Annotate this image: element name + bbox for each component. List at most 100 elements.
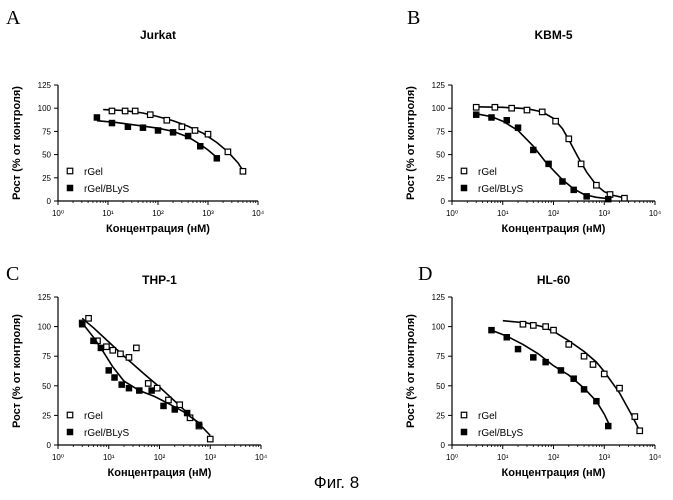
- data-point: [593, 397, 600, 405]
- data-point: [163, 116, 171, 124]
- x-tick-label: 10³: [204, 453, 216, 462]
- data-point: [488, 114, 495, 121]
- data-point: [139, 124, 147, 131]
- legend: rGel rGel/BLyS: [460, 411, 524, 439]
- y-tick-label: 0: [441, 441, 446, 450]
- fit-curve: [502, 319, 641, 432]
- x-axis-label: Концентрация (нМ): [108, 467, 212, 479]
- legend-marker: [66, 167, 74, 175]
- x-tick-label: 10¹: [103, 453, 115, 462]
- data-point: [121, 107, 129, 115]
- legend-label: rGel/BLyS: [478, 184, 524, 195]
- y-tick-label: 100: [432, 323, 446, 332]
- data-point: [545, 160, 552, 168]
- data-point: [514, 124, 522, 131]
- y-tick-label: 125: [432, 293, 446, 302]
- data-point: [570, 375, 577, 382]
- data-point: [197, 142, 204, 150]
- legend: rGel rGel/BLyS: [66, 411, 130, 439]
- data-point: [85, 314, 92, 322]
- data-point: [605, 195, 612, 203]
- data-point: [488, 326, 495, 334]
- data-point: [580, 386, 588, 393]
- data-point: [631, 413, 639, 420]
- chart-panel-c: C THP-1 0 25 50 75 100 125 10⁰ 10¹ 10² 10³ 10⁴ Концен…: [6, 263, 268, 479]
- legend-marker: [460, 184, 468, 192]
- x-tick-label: 10⁰: [446, 209, 458, 218]
- x-tick-label: 10²: [152, 209, 164, 218]
- y-axis-label: Рост (% от контроля): [11, 314, 23, 428]
- panel-letter: C: [6, 263, 19, 285]
- y-axis-label: Рост (% от контроля): [405, 314, 417, 428]
- x-tick-label: 10⁴: [255, 453, 268, 462]
- chart-title: HL-60: [537, 273, 571, 287]
- x-tick-label: 10²: [548, 453, 560, 462]
- legend-marker: [460, 411, 468, 419]
- y-tick-label: 50: [42, 382, 51, 391]
- data-point: [160, 402, 167, 410]
- data-point: [552, 117, 559, 125]
- data-point: [176, 401, 184, 409]
- y-tick-label: 125: [432, 81, 446, 90]
- data-point: [111, 374, 118, 381]
- data-point: [559, 178, 566, 185]
- legend-marker: [66, 428, 74, 436]
- data-point: [105, 367, 112, 374]
- chart-panel-d: D HL-60 0 25 50 75 100 125 10⁰ 10¹ 10² 10³ 10⁴ Концен…: [405, 263, 662, 479]
- y-tick-label: 0: [47, 441, 52, 450]
- y-tick-label: 75: [436, 352, 445, 361]
- y-tick-label: 0: [47, 197, 52, 206]
- y-tick-label: 0: [441, 197, 446, 206]
- data-point: [570, 186, 577, 194]
- x-tick-label: 10³: [598, 209, 610, 218]
- data-point: [204, 130, 212, 138]
- data-point: [503, 334, 511, 341]
- chart-title: THP-1: [142, 273, 177, 287]
- x-tick-label: 10¹: [497, 209, 509, 218]
- data-point: [491, 103, 499, 111]
- data-point: [118, 381, 125, 388]
- data-point: [529, 322, 537, 329]
- series-rgel: [472, 103, 628, 202]
- legend-label: rGel/BLyS: [478, 428, 524, 439]
- data-point: [557, 367, 565, 374]
- data-point: [239, 167, 247, 175]
- data-point: [605, 422, 612, 430]
- data-point: [621, 194, 628, 202]
- data-point: [593, 181, 600, 189]
- data-point: [178, 123, 186, 131]
- data-point: [146, 111, 154, 119]
- legend-label: rGel: [84, 411, 103, 422]
- x-tick-label: 10³: [598, 453, 610, 462]
- legend-label: rGel/BLyS: [84, 428, 130, 439]
- y-tick-label: 100: [38, 104, 52, 113]
- x-tick-label: 10¹: [102, 209, 114, 218]
- data-point: [600, 370, 608, 378]
- x-axis-label: Концентрация (нМ): [106, 223, 210, 235]
- series-rgel: [103, 107, 247, 175]
- data-point: [124, 123, 132, 131]
- data-point: [78, 320, 86, 328]
- series-rgel: [78, 314, 214, 443]
- panel-letter: B: [407, 7, 420, 29]
- data-point: [90, 337, 97, 345]
- chart-title: Jurkat: [140, 28, 176, 42]
- y-tick-label: 50: [42, 151, 51, 160]
- x-tick-label: 10⁴: [649, 453, 662, 462]
- data-point: [153, 384, 161, 392]
- data-point: [523, 106, 531, 114]
- data-point: [514, 345, 522, 353]
- y-tick-label: 75: [436, 127, 445, 136]
- x-tick-label: 10²: [548, 209, 560, 218]
- data-point: [131, 107, 139, 115]
- x-tick-label: 10¹: [497, 453, 509, 462]
- data-point: [117, 350, 124, 358]
- fit-curve: [491, 329, 611, 427]
- data-point: [148, 387, 155, 394]
- data-point: [519, 320, 527, 328]
- data-point: [580, 352, 588, 360]
- legend-label: rGel: [84, 167, 103, 178]
- data-point: [565, 135, 573, 143]
- data-point: [224, 148, 232, 156]
